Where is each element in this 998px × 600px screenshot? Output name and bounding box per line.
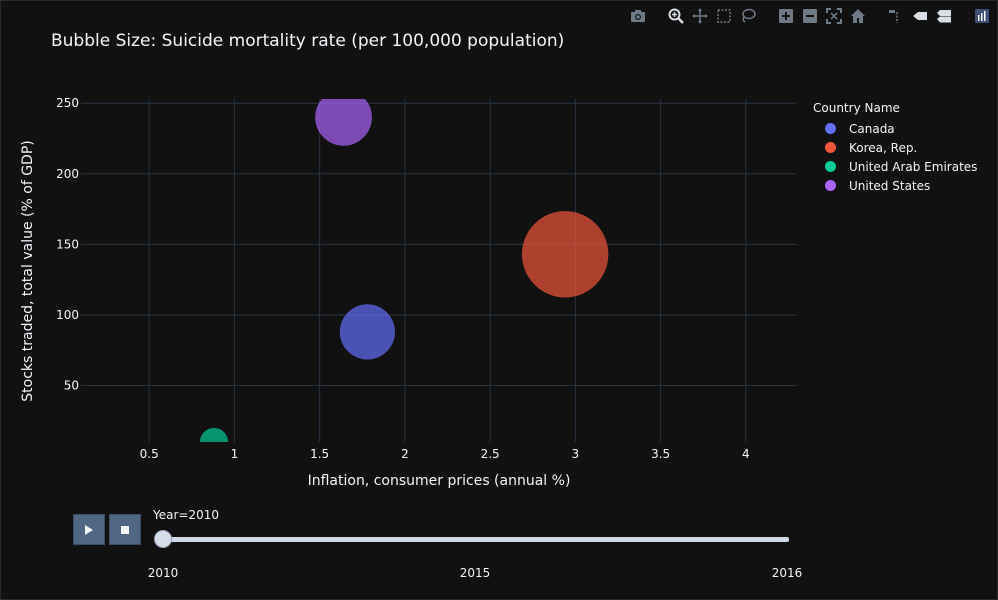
lasso-icon[interactable] xyxy=(738,6,758,26)
legend-item-united-states[interactable]: United States xyxy=(813,176,977,195)
slider-tick-2015: 2015 xyxy=(459,566,491,580)
bubble-korea-rep[interactable] xyxy=(521,211,609,298)
legend-item-canada[interactable]: Canada xyxy=(813,119,977,138)
bubble-canada[interactable] xyxy=(339,304,396,360)
autoscale-icon[interactable] xyxy=(824,6,844,26)
slider-rail[interactable] xyxy=(160,537,789,542)
box-select-icon[interactable] xyxy=(714,6,734,26)
x-tick-label: 1 xyxy=(231,447,239,461)
y-tick-label: 50 xyxy=(64,379,79,393)
legend: Country Name Canada Korea, Rep. United A… xyxy=(813,101,977,195)
y-axis-label: Stocks traded, total value (% of GDP) xyxy=(20,140,36,401)
grid xyxy=(81,99,797,442)
slider-tick-2010: 2010 xyxy=(147,566,179,580)
chart-title: Bubble Size: Suicide mortality rate (per… xyxy=(51,31,565,51)
reset-icon[interactable] xyxy=(848,6,868,26)
legend-swatch xyxy=(825,142,836,153)
x-tick-label: 2 xyxy=(401,447,409,461)
x-tick-label: 0.5 xyxy=(140,447,159,461)
stop-icon xyxy=(121,525,129,534)
legend-label: Canada xyxy=(849,121,895,136)
camera-icon[interactable] xyxy=(628,6,648,26)
x-tick-label: 2.5 xyxy=(481,447,500,461)
spike-icon[interactable] xyxy=(886,6,906,26)
slider-handle[interactable] xyxy=(154,530,172,548)
legend-item-korea[interactable]: Korea, Rep. xyxy=(813,138,977,157)
pan-icon[interactable] xyxy=(690,6,710,26)
bubble-united-states[interactable] xyxy=(315,89,372,146)
legend-swatch xyxy=(825,123,836,134)
hover-compare-icon[interactable] xyxy=(934,6,954,26)
y-tick-labels: 50 100 150 200 250 xyxy=(56,96,79,392)
play-button[interactable] xyxy=(73,514,105,545)
legend-title: Country Name xyxy=(813,101,900,115)
legend-swatch xyxy=(825,180,836,191)
legend-label: Korea, Rep. xyxy=(849,140,918,155)
animation-controls: Year=2010 2010 2015 2016 xyxy=(0,500,998,600)
slider-tick-2016: 2016 xyxy=(771,566,803,580)
zoom-icon[interactable] xyxy=(666,6,686,26)
plotly-logo-icon[interactable] xyxy=(972,6,992,26)
modebar xyxy=(628,6,992,26)
legend-label: United States xyxy=(849,178,931,193)
legend-swatch xyxy=(825,161,836,172)
legend-label: United Arab Emirates xyxy=(849,159,978,174)
y-tick-label: 250 xyxy=(56,96,79,110)
zoom-in-icon[interactable] xyxy=(776,6,796,26)
bubble-united-arab-emirates[interactable] xyxy=(199,427,229,456)
x-tick-label: 3 xyxy=(572,447,580,461)
y-tick-label: 150 xyxy=(56,237,79,251)
y-tick-label: 200 xyxy=(56,167,79,181)
x-tick-label: 1.5 xyxy=(310,447,329,461)
legend-item-uae[interactable]: United Arab Emirates xyxy=(813,157,977,176)
zoom-out-icon[interactable] xyxy=(800,6,820,26)
x-tick-labels: 0.5 1 1.5 2 2.5 3 3.5 4 xyxy=(140,447,750,461)
y-tick-label: 100 xyxy=(56,308,79,322)
hover-closest-icon[interactable] xyxy=(910,6,930,26)
x-axis-label: Inflation, consumer prices (annual %) xyxy=(308,473,571,489)
stop-button[interactable] xyxy=(109,514,141,545)
bubbles xyxy=(199,89,609,456)
slider-current-value: Year=2010 xyxy=(153,508,219,522)
play-icon xyxy=(85,524,93,535)
x-tick-label: 4 xyxy=(742,447,750,461)
x-tick-label: 3.5 xyxy=(651,447,670,461)
